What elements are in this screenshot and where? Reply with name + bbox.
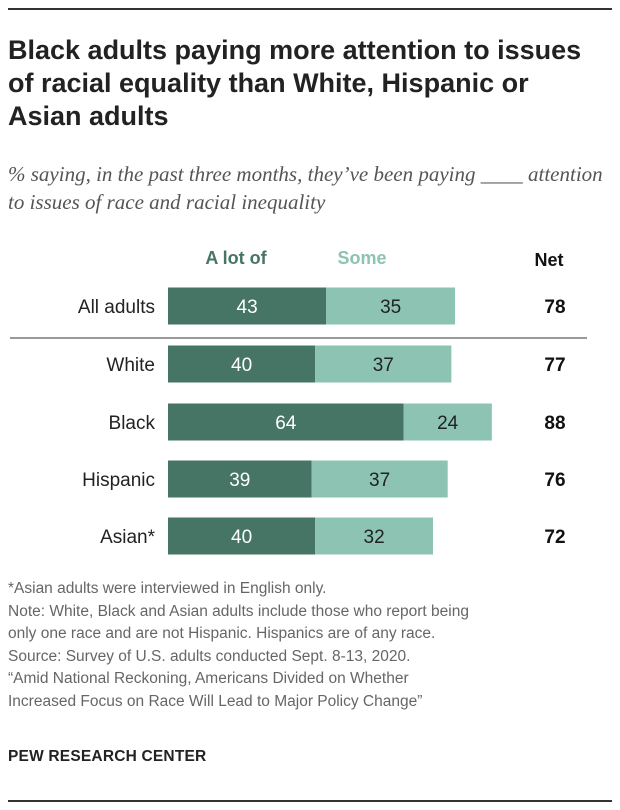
note-line: Note: White, Black and Asian adults incl… <box>8 602 469 620</box>
bar-a-lot <box>168 460 312 498</box>
bar-some <box>311 460 448 498</box>
data-label-some: 37 <box>373 355 394 376</box>
bar-a-lot <box>168 403 404 441</box>
bar-some <box>315 517 433 555</box>
chart-title: Black adults paying more attention to is… <box>8 35 582 131</box>
category-label: Asian* <box>100 527 156 548</box>
data-label-a-lot: 40 <box>231 527 252 548</box>
category-label: Hispanic <box>82 470 155 491</box>
net-value: 72 <box>544 527 565 548</box>
data-label-some: 24 <box>437 413 459 434</box>
bar-some <box>403 403 492 441</box>
bar-a-lot <box>168 345 316 383</box>
data-label-a-lot: 39 <box>229 470 250 491</box>
legend-some: Some <box>337 248 386 268</box>
chart-svg: A lot of Some Net All adults 43 35 78 White 40 37… <box>10 248 587 555</box>
bar-a-lot <box>168 287 327 325</box>
net-value: 76 <box>544 470 565 491</box>
data-label-some: 37 <box>369 470 390 491</box>
notes-block: *Asian adults were interviewed in Englis… <box>8 578 608 713</box>
data-label-a-lot: 43 <box>237 297 258 318</box>
data-label-some: 32 <box>364 527 385 548</box>
data-label-a-lot: 64 <box>275 413 297 434</box>
note-line: Source: Survey of U.S. adults conducted … <box>8 647 411 665</box>
note-line: only one race and are not Hispanic. Hisp… <box>8 625 436 642</box>
net-value: 78 <box>544 297 565 318</box>
data-label-a-lot: 40 <box>231 355 252 376</box>
chart-subtitle: % saying, in the past three months, they… <box>8 162 603 214</box>
category-label: White <box>106 355 155 376</box>
net-header: Net <box>534 250 563 270</box>
stacked-bar-chart: A lot of Some Net All adults 43 35 78 White 40 37… <box>0 236 620 566</box>
note-line: “Amid National Reckoning, Americans Divi… <box>8 670 409 687</box>
source-org: PEW RESEARCH CENTER <box>8 748 207 765</box>
bar-a-lot <box>168 517 316 555</box>
net-value: 77 <box>544 355 565 376</box>
bottom-rule <box>8 800 612 802</box>
net-value: 88 <box>544 413 565 434</box>
bar-some <box>315 345 452 383</box>
data-label-some: 35 <box>380 297 401 318</box>
bar-some <box>326 287 456 325</box>
top-rule <box>8 8 612 10</box>
note-line: Increased Focus on Race Will Lead to Maj… <box>8 692 423 710</box>
legend-a-lot: A lot of <box>205 248 267 268</box>
note-line: *Asian adults were interviewed in Englis… <box>8 580 327 597</box>
category-label: All adults <box>78 297 155 318</box>
category-label: Black <box>109 413 156 434</box>
